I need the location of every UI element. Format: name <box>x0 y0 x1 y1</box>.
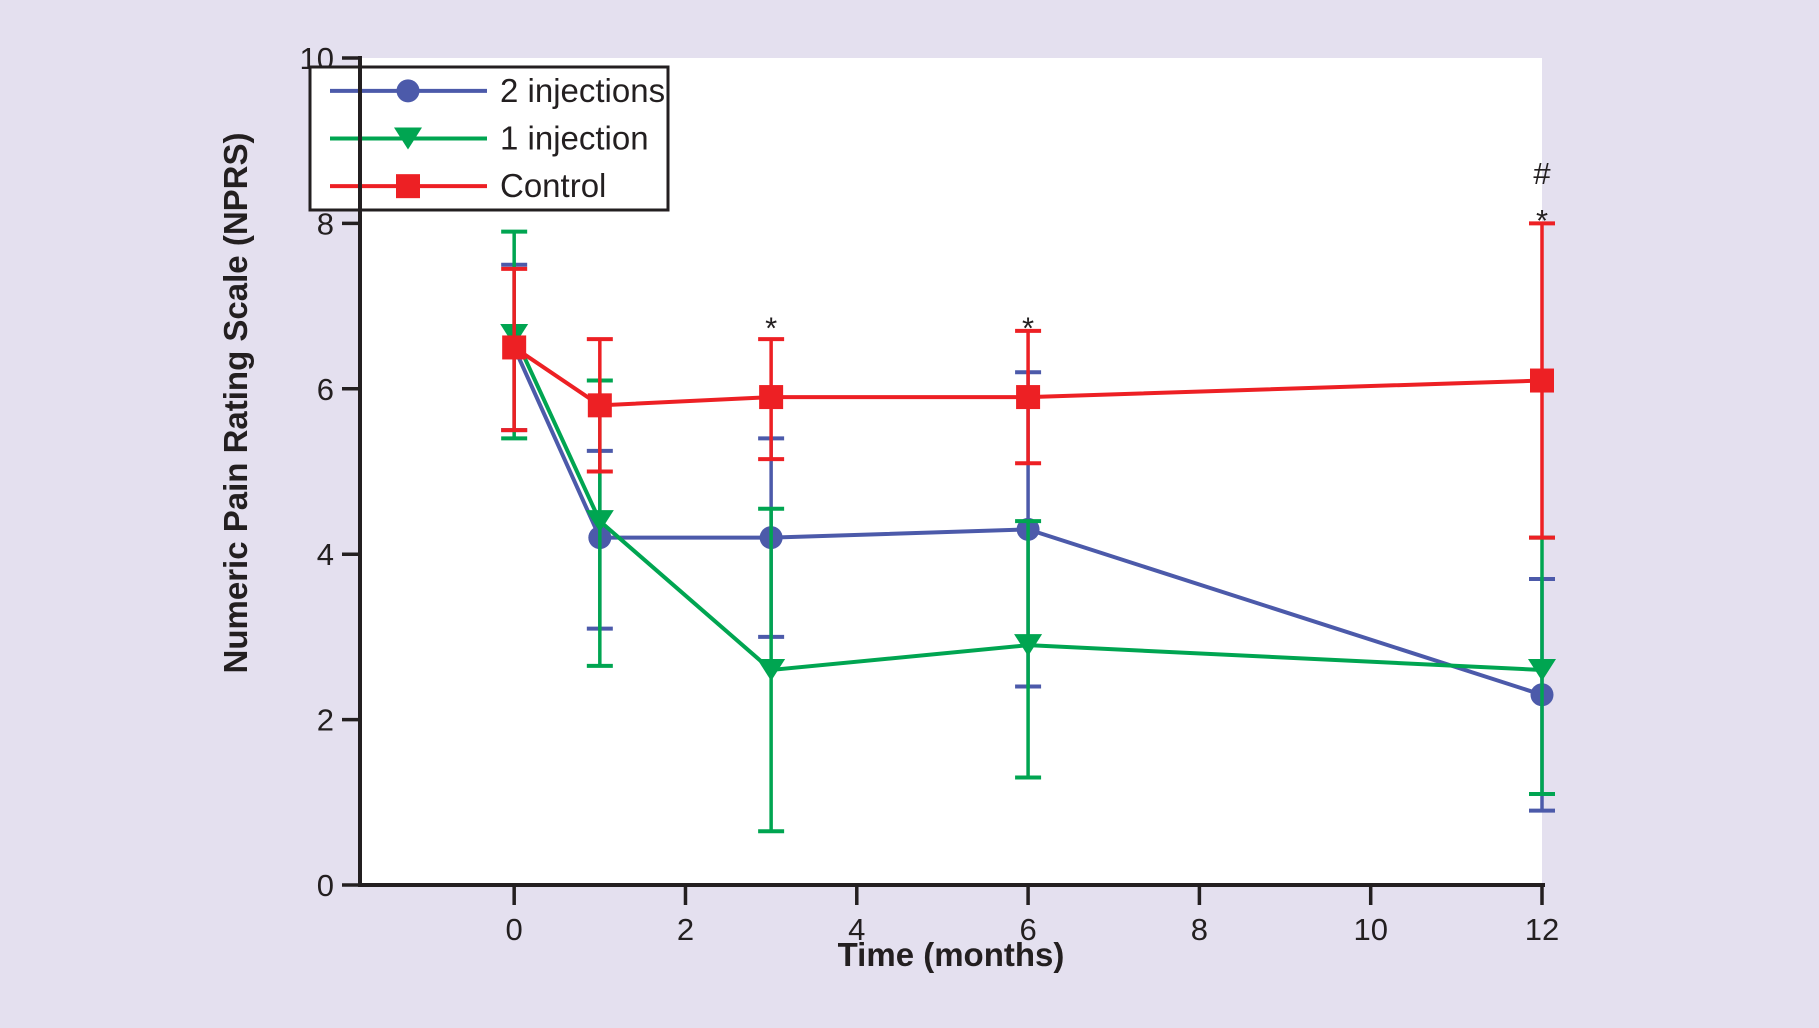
x-tick-label: 2 <box>677 912 694 947</box>
annotation-asterisk: * <box>765 310 777 345</box>
x-axis-title: Time (months) <box>838 936 1065 973</box>
x-tick-label: 0 <box>506 912 523 947</box>
marker-square-control <box>587 393 612 418</box>
legend-item-2-injections: 2 injections <box>330 72 665 109</box>
legend-square-icon <box>396 174 420 199</box>
legend-item-1-injection: 1 injection <box>330 120 649 157</box>
marker-square-control <box>502 335 527 360</box>
y-tick-label: 8 <box>317 206 334 241</box>
y-tick-label: 6 <box>317 372 334 407</box>
annotations-layer: * * # * <box>765 156 1551 346</box>
legend-circle-icon <box>396 79 420 103</box>
y-tick-label: 0 <box>317 868 334 903</box>
marker-triangle-down-1-injection <box>757 658 786 681</box>
marker-triangle-down-1-injection <box>1014 634 1043 657</box>
x-tick-label: 10 <box>1353 912 1387 947</box>
marker-square-control <box>1016 385 1041 410</box>
x-tick-label: 8 <box>1191 912 1208 947</box>
x-tick-label: 6 <box>1019 912 1036 947</box>
marker-square-control <box>759 385 784 410</box>
legend-label: 1 injection <box>500 120 649 157</box>
series-control <box>501 221 1555 540</box>
marker-triangle-down-1-injection <box>585 510 614 533</box>
series-1-injection <box>500 229 1556 834</box>
legend: 2 injections 1 injection Control <box>308 65 670 212</box>
annotation-asterisk: * <box>1536 203 1548 238</box>
marker-triangle-down-1-injection <box>1528 658 1556 681</box>
annotation-asterisk: * <box>1022 310 1034 345</box>
y-tick-label: 2 <box>317 703 334 738</box>
series-layer <box>500 221 1556 834</box>
x-tick-label: 12 <box>1525 912 1559 947</box>
legend-item-control: Control <box>330 167 606 204</box>
legend-label: 2 injections <box>500 72 665 109</box>
marker-square-control <box>1530 368 1554 393</box>
y-axis-title: Numeric Pain Rating Scale (NPRS) <box>217 133 254 674</box>
legend-triangle-down-icon <box>394 127 422 150</box>
legend-label: Control <box>500 167 606 204</box>
annotation-hash: # <box>1533 156 1551 191</box>
x-tick-label: 4 <box>848 912 865 947</box>
y-tick-label: 4 <box>317 537 334 572</box>
